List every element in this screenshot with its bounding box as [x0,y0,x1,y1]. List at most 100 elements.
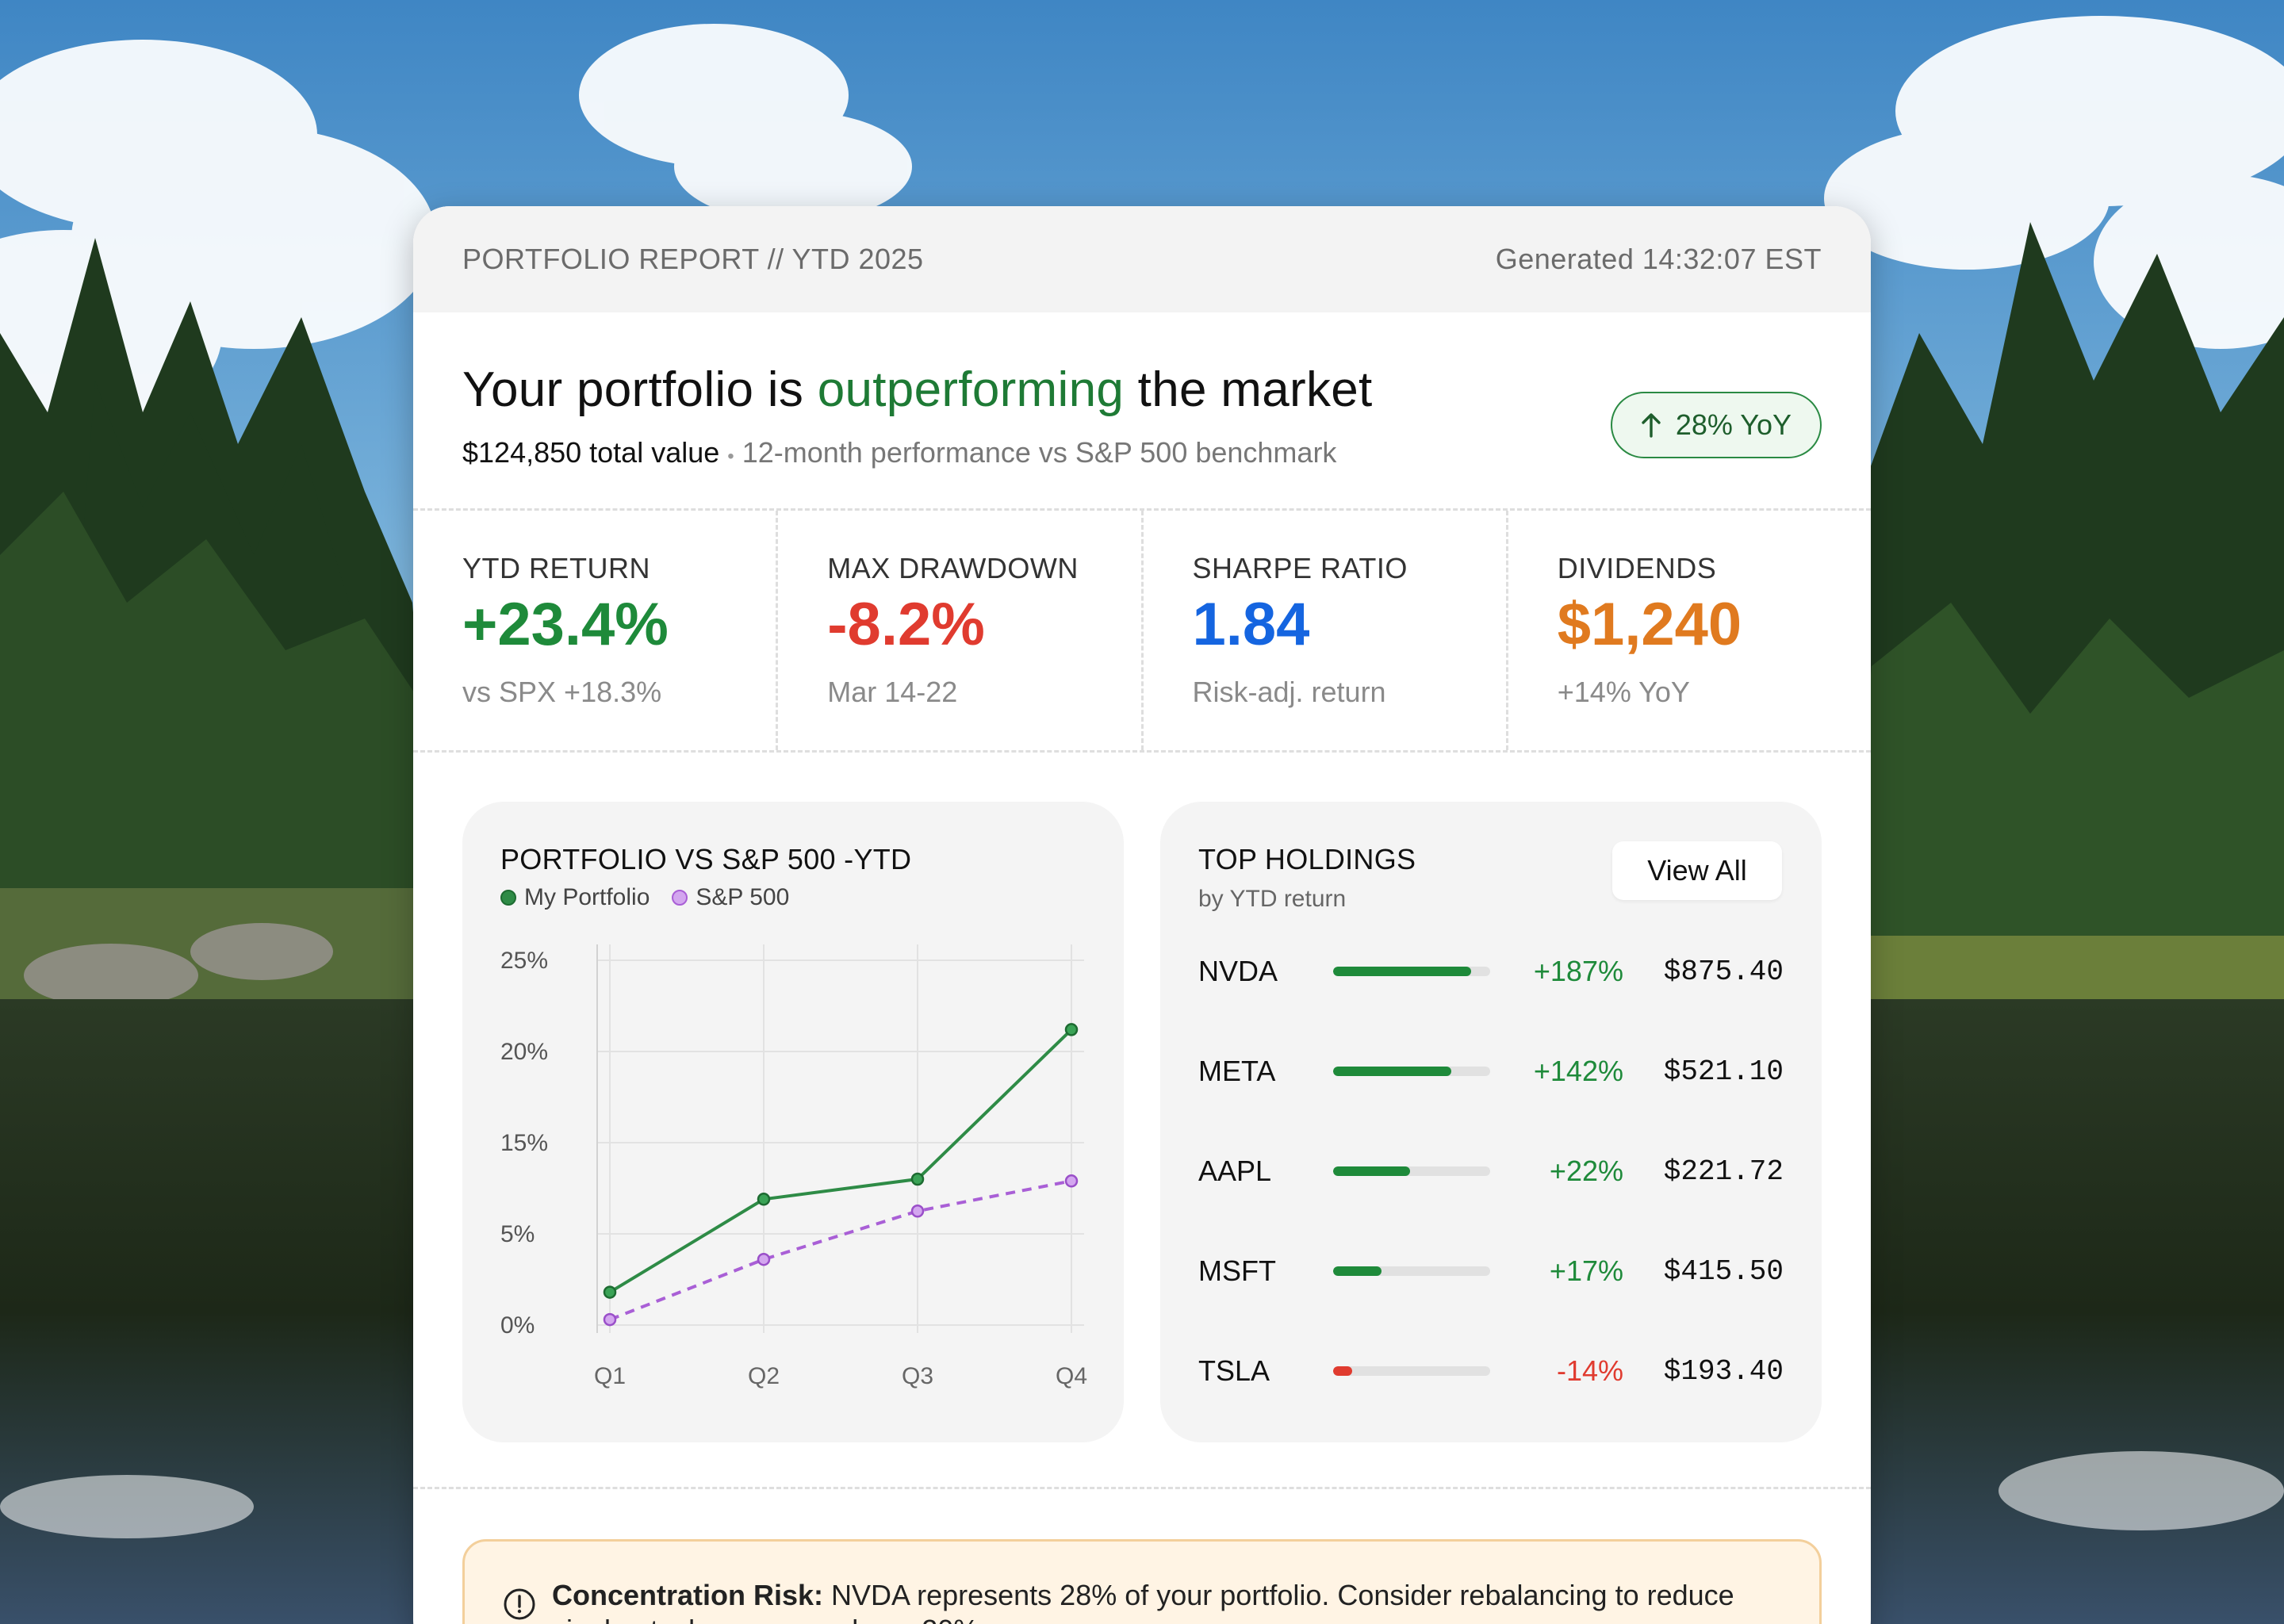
holding-bar [1333,1366,1490,1376]
stat-sharpe-ratio: SHARPE RATIO 1.84 Risk-adj. return [1144,511,1508,750]
series-line-sp500 [609,1179,1072,1321]
x-tick-label: Q2 [748,1363,780,1389]
holding-change: +187% [1533,955,1623,987]
holding-change: +17% [1549,1254,1623,1287]
generated-timestamp: Generated 14:32:07 EST [1495,243,1822,275]
y-tick-label: 25% [500,948,548,974]
legend-item-sp500: S&P 500 [672,884,789,911]
data-point [910,1205,925,1218]
line-chart: 0% 5% 15% 20% 25% Q1 Q2 Q3 Q4 [500,944,1087,1389]
legend-item-portfolio: My Portfolio [500,884,650,911]
holding-price: $193.40 [1663,1354,1784,1388]
holding-ticker: TSLA [1198,1354,1270,1387]
holding-change: +22% [1549,1155,1623,1187]
stat-note: Mar 14-22 [827,676,958,708]
data-point [1064,1023,1079,1036]
report-header: PORTFOLIO REPORT // YTD 2025 Generated 1… [413,206,1871,312]
holding-bar-fill [1333,967,1472,976]
holding-price: $521.10 [1663,1055,1784,1088]
legend-label: My Portfolio [524,884,650,910]
stat-label: DIVIDENDS [1557,552,1717,584]
arrow-up-icon [1642,413,1661,438]
exclamation-circle-icon [504,1588,535,1620]
total-value: $124,850 total value [462,436,720,469]
report-title: PORTFOLIO REPORT // YTD 2025 [462,243,924,275]
stat-note: vs SPX +18.3% [462,676,662,708]
y-tick-label: 5% [500,1221,535,1247]
view-all-button[interactable]: View All [1612,841,1782,900]
top-holdings-panel: TOP HOLDINGS by YTD return View All NVDA… [1160,802,1822,1442]
data-point [910,1172,925,1186]
stat-value: -8.2% [827,591,985,658]
benchmark-text: 12-month performance vs S&P 500 benchmar… [742,436,1337,469]
headline: Your portfolio is outperforming the mark… [462,362,1373,418]
holding-ticker: AAPL [1198,1155,1272,1187]
stat-ytd-return: YTD RETURN +23.4% vs SPX +18.3% [413,511,779,750]
chart-legend: My Portfolio S&P 500 [500,884,789,911]
data-point [1064,1174,1079,1188]
x-tick-label: Q3 [902,1363,933,1389]
holding-bar-fill [1333,1067,1451,1076]
yoy-badge-label: 28% YoY [1675,408,1792,441]
holding-change: +142% [1533,1055,1623,1087]
data-point [757,1193,771,1206]
yoy-badge: 28% YoY [1610,392,1822,458]
headline-text-end: the market [1124,362,1373,417]
stat-label: YTD RETURN [462,552,650,584]
holding-ticker: MSFT [1198,1254,1276,1287]
legend-label: S&P 500 [696,884,790,910]
portfolio-report-card: PORTFOLIO REPORT // YTD 2025 Generated 1… [413,206,1871,1624]
holding-bar-fill [1333,1366,1352,1376]
chart-title: PORTFOLIO VS S&P 500 -YTD [500,843,912,875]
holding-row[interactable]: TSLA -14% $193.40 [1198,1347,1784,1395]
hero-section: Your portfolio is outperforming the mark… [413,312,1871,508]
holding-bar [1333,1266,1490,1276]
holding-row[interactable]: MSFT +17% $415.50 [1198,1247,1784,1295]
y-tick-label: 20% [500,1039,548,1065]
holding-price: $875.40 [1663,955,1784,988]
y-tick-label: 0% [500,1312,535,1339]
panels-row: PORTFOLIO VS S&P 500 -YTD My Portfolio S… [413,753,1871,1492]
holding-ticker: META [1198,1055,1276,1087]
stat-note: +14% YoY [1557,676,1690,708]
headline-text: Your portfolio is [462,362,818,417]
stats-row: YTD RETURN +23.4% vs SPX +18.3% MAX DRAW… [413,511,1871,750]
alert-title: Concentration Risk: [552,1579,824,1611]
divider [413,1487,1871,1489]
hero-subtitle: $124,850 total value • 12-month performa… [462,436,1336,469]
divider [413,508,1871,511]
y-tick-label: 15% [500,1130,548,1156]
stat-label: SHARPE RATIO [1192,552,1408,584]
data-point [757,1252,771,1266]
data-point [603,1312,617,1327]
holdings-subtitle: by YTD return [1198,886,1347,912]
x-tick-label: Q4 [1056,1363,1087,1389]
holding-bar-fill [1333,1266,1382,1276]
holding-row[interactable]: META +142% $521.10 [1198,1048,1784,1095]
data-point [603,1285,617,1299]
holding-price: $415.50 [1663,1254,1784,1288]
legend-dot-sp500 [672,890,688,906]
stat-max-drawdown: MAX DRAWDOWN -8.2% Mar 14-22 [778,511,1144,750]
stat-dividends: DIVIDENDS $1,240 +14% YoY [1508,511,1871,750]
holding-row[interactable]: NVDA +187% $875.40 [1198,948,1784,995]
stat-note: Risk-adj. return [1192,676,1386,708]
series-line-portfolio [608,1028,1073,1294]
holding-bar [1333,1166,1490,1176]
holding-price: $221.72 [1663,1155,1784,1188]
stat-value: 1.84 [1192,591,1310,658]
stat-value: $1,240 [1557,591,1742,658]
stat-value: +23.4% [462,591,669,658]
holding-bar [1333,967,1490,976]
holding-change: -14% [1556,1354,1623,1387]
holding-bar [1333,1067,1490,1076]
headline-accent: outperforming [817,362,1125,417]
stat-label: MAX DRAWDOWN [827,552,1079,584]
holdings-title: TOP HOLDINGS [1198,843,1416,875]
divider [413,750,1871,753]
holding-ticker: NVDA [1198,955,1278,987]
performance-chart-panel: PORTFOLIO VS S&P 500 -YTD My Portfolio S… [462,802,1124,1442]
legend-dot-portfolio [500,890,516,906]
holding-row[interactable]: AAPL +22% $221.72 [1198,1147,1784,1195]
